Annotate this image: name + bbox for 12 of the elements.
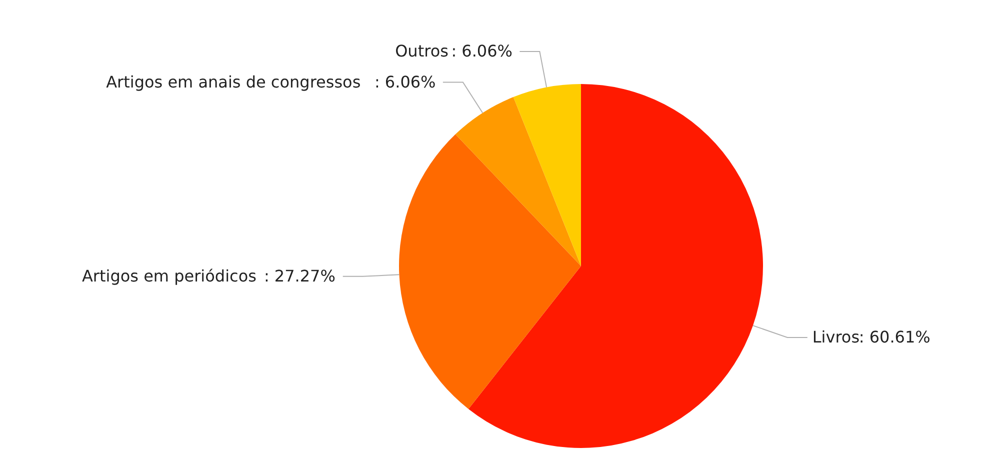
pie-slice (468, 84, 763, 448)
data-label: : 27.27% (264, 266, 336, 286)
pie-slice (399, 134, 581, 410)
slice-label: Outros (395, 42, 448, 61)
data-label: : 60.61% (858, 327, 930, 346)
pie-slice (455, 97, 581, 266)
slice-label: Artigos em periódicos (82, 266, 256, 286)
slice-label: Livros (812, 327, 860, 346)
slice-label: Artigos em anais de congressos (106, 72, 361, 92)
data-label: : 6.06% (374, 72, 436, 92)
data-label: : 6.06% (451, 42, 513, 61)
pie-slice (513, 84, 581, 266)
